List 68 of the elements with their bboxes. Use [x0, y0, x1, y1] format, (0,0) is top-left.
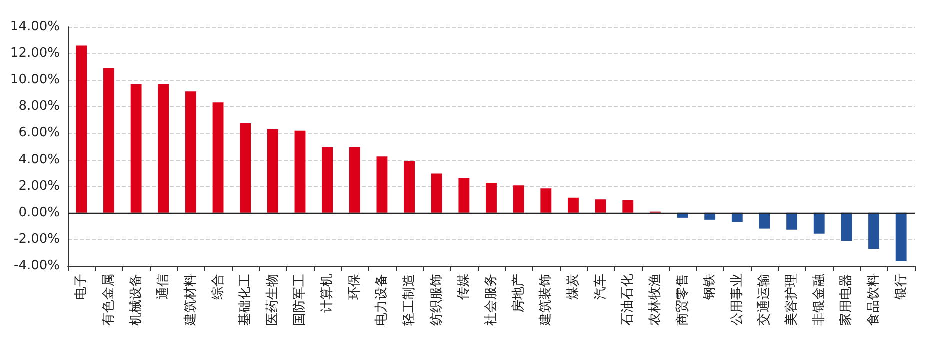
x-tick-label: 社会服务 [484, 274, 499, 326]
x-tick-label: 房地产 [510, 274, 526, 313]
bar [622, 200, 634, 213]
bar [240, 123, 252, 213]
bar [814, 212, 825, 234]
x-tick-label: 农林牧渔 [648, 274, 663, 326]
bar [486, 183, 497, 213]
bar [322, 148, 334, 213]
y-tick-label: -4.00% [14, 258, 60, 274]
bar [786, 212, 798, 230]
x-tick-label: 非银金融 [812, 274, 827, 326]
y-tick-label: 6.00% [18, 126, 60, 141]
bar [212, 102, 224, 213]
x-tick-label: 环保 [347, 274, 362, 300]
bar [759, 212, 770, 229]
x-tick-label: 石油石化 [620, 274, 636, 326]
bar [513, 186, 524, 213]
bar [376, 156, 388, 213]
bar [267, 130, 278, 213]
x-tick-label: 有色金属 [101, 274, 116, 326]
x-tick-label: 钢铁 [702, 274, 718, 301]
x-tick-label: 计算机 [320, 274, 336, 313]
bar [130, 84, 142, 213]
y-tick-label: 0.00% [18, 205, 60, 220]
x-tick-label: 美容护理 [784, 274, 800, 326]
y-tick-label: 2.00% [18, 178, 60, 194]
bar [568, 198, 579, 213]
x-tick-label: 食品饮料 [866, 274, 882, 326]
x-tick-label: 公用事业 [730, 274, 745, 326]
x-tick-label: 建筑装饰 [538, 274, 554, 327]
x-tick-label: 建筑材料 [183, 274, 198, 327]
bar [349, 148, 360, 213]
x-tick-label: 医药生物 [265, 274, 280, 326]
y-tick-label: 12.00% [10, 46, 60, 62]
x-tick-label: 纺织服饰 [429, 274, 444, 326]
bar [458, 178, 470, 213]
y-tick-label: 14.00% [10, 20, 60, 34]
bar [896, 212, 907, 262]
bar [868, 212, 880, 250]
bar [158, 84, 170, 213]
bar [841, 212, 852, 242]
x-tick-label: 交通运输 [756, 274, 772, 326]
x-tick-label: 煤炭 [566, 274, 581, 300]
bar [540, 188, 552, 213]
x-tick-label: 电力设备 [374, 274, 390, 326]
x-tick-label: 银行 [894, 274, 909, 301]
x-tick-label: 综合 [210, 274, 226, 300]
x-tick-label: 商贸零售 [675, 274, 690, 326]
x-tick-label: 传媒 [456, 274, 472, 300]
x-tick-label: 电子 [74, 274, 90, 300]
bar [431, 174, 442, 213]
x-tick-label: 机械设备 [128, 274, 144, 326]
y-tick-label: 4.00% [18, 152, 60, 168]
bar [404, 161, 415, 213]
bar [185, 92, 196, 213]
x-tick-label: 国防军工 [292, 274, 308, 326]
y-tick-label: -2.00% [14, 232, 60, 247]
y-tick-label: 10.00% [10, 72, 60, 88]
x-tick-label: 基础化工 [238, 274, 254, 326]
bar [294, 130, 306, 213]
bar [595, 200, 606, 213]
x-tick-label: 通信 [156, 274, 172, 300]
bar [104, 68, 114, 213]
x-tick-label: 轻工制造 [402, 274, 418, 326]
bar [76, 46, 88, 213]
y-tick-label: 8.00% [18, 99, 60, 114]
x-tick-label: 汽车 [593, 274, 608, 300]
x-tick-label: 家用电器 [838, 274, 854, 326]
